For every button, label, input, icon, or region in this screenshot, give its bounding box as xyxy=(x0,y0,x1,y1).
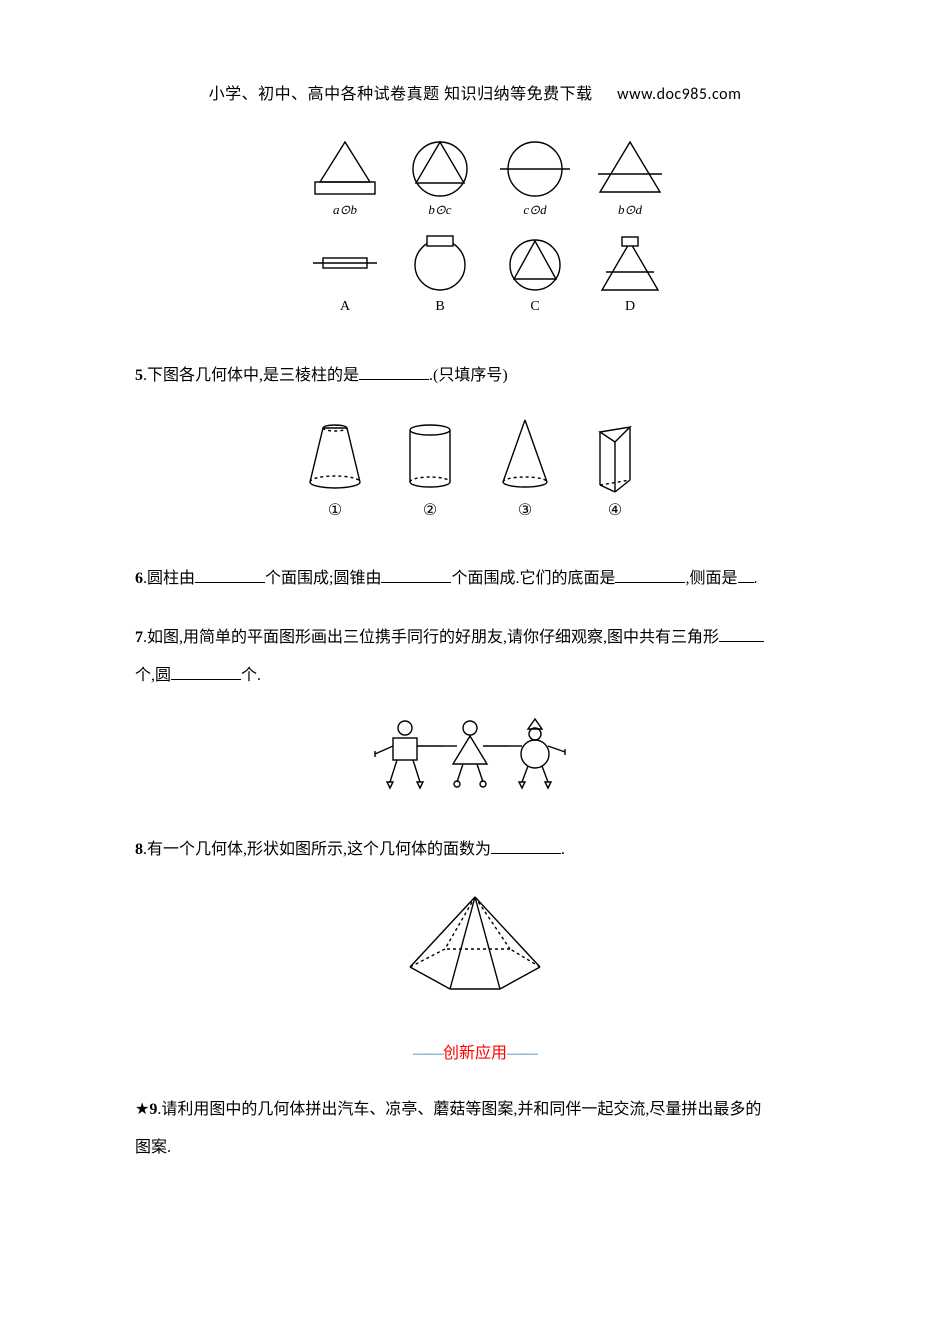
svg-text:D: D xyxy=(625,299,635,314)
q5-text-before: 下图各几何体中,是三棱柱的是 xyxy=(147,367,359,384)
figure-q5: ① ② ③ xyxy=(135,415,815,530)
q6-blank2 xyxy=(381,567,451,583)
figure-q8 xyxy=(135,889,815,1004)
q6-seg3: ,侧面是 xyxy=(685,570,737,587)
q7-line2-before: 个,圆 xyxy=(135,667,171,684)
header-url: www.doc985.com xyxy=(617,85,741,104)
svg-text:A: A xyxy=(340,299,351,314)
q6-seg4: . xyxy=(754,570,758,587)
q5-number: 5 xyxy=(135,367,143,384)
svg-text:B: B xyxy=(435,299,444,314)
svg-text:c⊙d: c⊙d xyxy=(523,202,547,217)
question-8: 8.有一个几何体,形状如图所示,这个几何体的面数为. xyxy=(135,831,815,869)
q9-line1: 请利用图中的几何体拼出汽车、凉亭、蘑菇等图案,并和同伴一起交流,尽量拼出最多的 xyxy=(161,1101,761,1118)
q7-line1-before: 如图,用简单的平面图形画出三位携手同行的好朋友,请你仔细观察,图中共有三角形 xyxy=(147,629,719,646)
svg-text:C: C xyxy=(530,299,539,314)
dash-right: —— xyxy=(507,1045,537,1062)
figure-q7 xyxy=(135,716,815,801)
q6-blank3 xyxy=(615,567,685,583)
q6-blank4 xyxy=(738,567,754,583)
q6-seg2: 个面围成.它们的底面是 xyxy=(451,570,615,587)
dash-left: —— xyxy=(413,1045,443,1062)
svg-text:b⊙c: b⊙c xyxy=(428,202,451,217)
question-9: ★9.请利用图中的几何体拼出汽车、凉亭、蘑菇等图案,并和同伴一起交流,尽量拼出最… xyxy=(135,1091,815,1168)
q8-blank xyxy=(491,838,561,854)
q7-blank1 xyxy=(719,626,764,642)
q7-blank2 xyxy=(171,664,241,680)
svg-text:②: ② xyxy=(423,502,437,519)
section-title-text: 创新应用 xyxy=(443,1045,507,1062)
q6-blank1 xyxy=(195,567,265,583)
figure-q4: a⊙b b⊙c c⊙d b⊙d xyxy=(135,132,815,327)
q7-line2-after: 个. xyxy=(241,667,261,684)
svg-text:a⊙b: a⊙b xyxy=(333,202,357,217)
q6-number: 6 xyxy=(135,570,143,587)
svg-text:①: ① xyxy=(328,502,342,519)
q9-line2: 图案. xyxy=(135,1139,171,1156)
q9-number: 9 xyxy=(149,1101,157,1118)
q6-seg0: 圆柱由 xyxy=(147,570,195,587)
question-7: 7.如图,用简单的平面图形画出三位携手同行的好朋友,请你仔细观察,图中共有三角形… xyxy=(135,619,815,696)
q9-star: ★ xyxy=(135,1101,149,1118)
q8-text-after: . xyxy=(561,841,565,858)
q6-seg1: 个面围成;圆锥由 xyxy=(265,570,381,587)
svg-text:b⊙d: b⊙d xyxy=(618,202,642,217)
question-5: 5.下图各几何体中,是三棱柱的是.(只填序号) xyxy=(135,357,815,395)
header-text: 小学、初中、高中各种试卷真题 知识归纳等免费下载 xyxy=(209,86,593,103)
q5-blank xyxy=(359,364,429,380)
svg-text:③: ③ xyxy=(518,502,532,519)
page-header: 小学、初中、高中各种试卷真题 知识归纳等免费下载 www.doc985.com xyxy=(135,80,815,104)
question-6: 6.圆柱由个面围成;圆锥由个面围成.它们的底面是,侧面是. xyxy=(135,560,815,598)
q7-number: 7 xyxy=(135,629,143,646)
svg-text:④: ④ xyxy=(608,502,622,519)
section-title: ——创新应用—— xyxy=(135,1039,815,1063)
q5-text-after: .(只填序号) xyxy=(429,367,508,384)
q8-text-before: 有一个几何体,形状如图所示,这个几何体的面数为 xyxy=(147,841,491,858)
q8-number: 8 xyxy=(135,841,143,858)
